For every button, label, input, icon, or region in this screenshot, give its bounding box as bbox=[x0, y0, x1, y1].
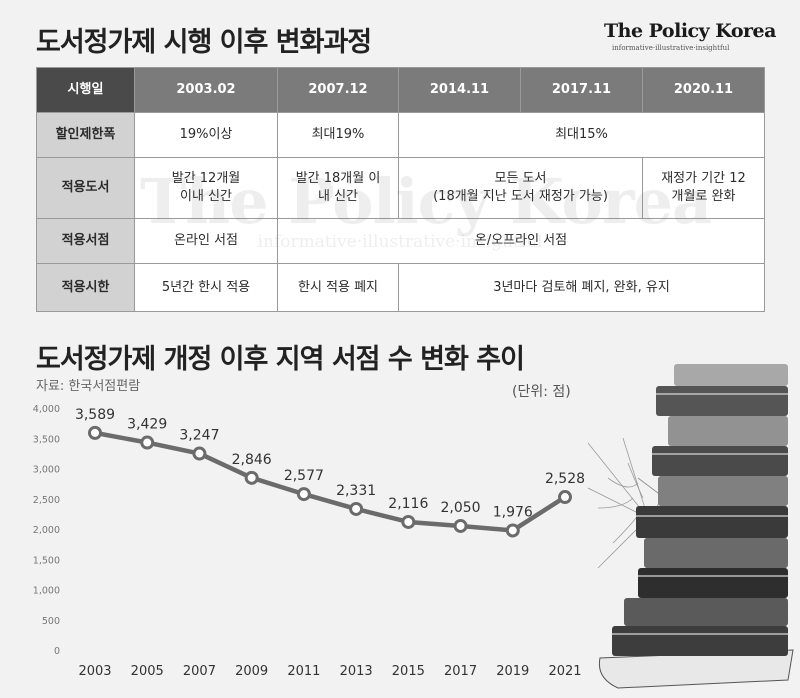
page-title: 도서정가제 시행 이후 변화과정 bbox=[36, 27, 372, 58]
data-label: 2,116 bbox=[388, 496, 428, 512]
header-cell-2020: 2020.11 bbox=[642, 67, 765, 113]
data-point bbox=[140, 435, 155, 450]
chart-unit: (단위: 점) bbox=[512, 384, 571, 400]
line-chart: 0 500 1,000 1,500 2,000 2,500 3,000 3,500 4,000 2… bbox=[33, 404, 585, 679]
data-label: 2,528 bbox=[545, 471, 585, 487]
books-2003: 발간 12개월 이내 신간 bbox=[134, 157, 278, 219]
data-point bbox=[244, 470, 259, 485]
y-tick-label: 2,000 bbox=[33, 525, 60, 536]
header-cell-2007: 2007.12 bbox=[277, 67, 399, 113]
x-tick-label: 2013 bbox=[340, 664, 373, 679]
data-point bbox=[401, 514, 416, 529]
header-cell-2014: 2014.11 bbox=[398, 67, 521, 113]
data-label: 2,846 bbox=[232, 452, 272, 468]
discount-2014: 최대15% bbox=[398, 112, 765, 158]
x-tick-label: 2015 bbox=[392, 664, 425, 679]
table-row-discount: 할인제한폭 19%이상 최대19% 최대15% bbox=[36, 112, 765, 158]
brand-logo: The Policy Korea informative·illustrativ… bbox=[604, 20, 776, 52]
series-line bbox=[92, 430, 568, 533]
timelimit-2007: 한시 적용 폐지 bbox=[277, 263, 399, 312]
y-tick-label: 3,500 bbox=[33, 434, 60, 445]
data-point bbox=[192, 446, 207, 461]
x-tick-label: 2021 bbox=[548, 664, 581, 679]
data-point bbox=[349, 501, 364, 516]
data-label: 2,050 bbox=[441, 500, 481, 516]
y-tick-label: 3,000 bbox=[33, 465, 60, 476]
stores-2003: 온라인 서점 bbox=[134, 218, 278, 264]
data-label: 3,429 bbox=[127, 417, 167, 433]
data-label: 1,976 bbox=[493, 504, 533, 520]
brand-name: The Policy Korea bbox=[604, 20, 776, 42]
chart-title: 도서정가제 개정 이후 지역 서점 수 변화 추이 bbox=[36, 344, 525, 375]
chart-source: 자료: 한국서점편람 bbox=[36, 379, 141, 394]
data-label: 2,577 bbox=[284, 468, 324, 484]
row-label-stores: 적용서점 bbox=[36, 218, 135, 264]
brand-tagline: informative·illustrative·insightful bbox=[612, 44, 730, 52]
table-header-row: 시행일 2003.02 2007.12 2014.11 2017.11 2020… bbox=[36, 67, 765, 113]
policy-timeline-table: 시행일 2003.02 2007.12 2014.11 2017.11 2020… bbox=[36, 67, 765, 312]
discount-2007: 최대19% bbox=[277, 112, 399, 158]
timelimit-2003: 5년간 한시 적용 bbox=[134, 263, 278, 312]
books-2020: 재정가 기간 12 개월로 완화 bbox=[642, 157, 765, 219]
row-label-timelimit: 적용시한 bbox=[36, 263, 135, 312]
header-cell-2017: 2017.11 bbox=[520, 67, 643, 113]
data-point bbox=[296, 487, 311, 502]
y-tick-label: 2,500 bbox=[33, 495, 60, 506]
books-2014: 모든 도서 (18개월 지난 도서 재정가 가능) bbox=[398, 157, 643, 219]
x-tick-label: 2011 bbox=[287, 664, 320, 679]
row-label-books: 적용도서 bbox=[36, 157, 135, 219]
y-tick-label: 500 bbox=[42, 616, 60, 627]
data-label: 2,331 bbox=[336, 483, 376, 499]
stacked-books-illustration bbox=[588, 364, 794, 689]
timelimit-2014: 3년마다 검토해 폐지, 완화, 유지 bbox=[398, 263, 765, 312]
header-cell-2003: 2003.02 bbox=[134, 67, 278, 113]
x-tick-label: 2007 bbox=[183, 664, 216, 679]
x-tick-label: 2005 bbox=[131, 664, 164, 679]
discount-2003: 19%이상 bbox=[134, 112, 278, 158]
header-cell-label: 시행일 bbox=[36, 67, 135, 113]
book-stack bbox=[598, 364, 794, 689]
x-tick-label: 2017 bbox=[444, 664, 477, 679]
x-tick-label: 2019 bbox=[496, 664, 529, 679]
cobweb-left bbox=[588, 437, 649, 569]
data-point bbox=[505, 523, 520, 538]
y-tick-label: 1,000 bbox=[33, 586, 60, 597]
data-label: 3,247 bbox=[179, 428, 219, 444]
table-row-stores: 적용서점 온라인 서점 온/오프라인 서점 bbox=[36, 218, 765, 264]
x-tick-label: 2003 bbox=[78, 664, 111, 679]
row-label-discount: 할인제한폭 bbox=[36, 112, 135, 158]
y-tick-label: 1,500 bbox=[33, 555, 60, 566]
data-point bbox=[453, 518, 468, 533]
data-label: 3,589 bbox=[75, 407, 115, 423]
x-tick-label: 2009 bbox=[235, 664, 268, 679]
y-tick-label: 0 bbox=[54, 646, 60, 657]
y-tick-label: 4,000 bbox=[33, 404, 60, 415]
data-point bbox=[558, 490, 572, 505]
table-row-timelimit: 적용시한 5년간 한시 적용 한시 적용 폐지 3년마다 검토해 폐지, 완화,… bbox=[36, 263, 765, 312]
data-point bbox=[88, 425, 102, 440]
stores-2007: 온/오프라인 서점 bbox=[277, 218, 765, 264]
